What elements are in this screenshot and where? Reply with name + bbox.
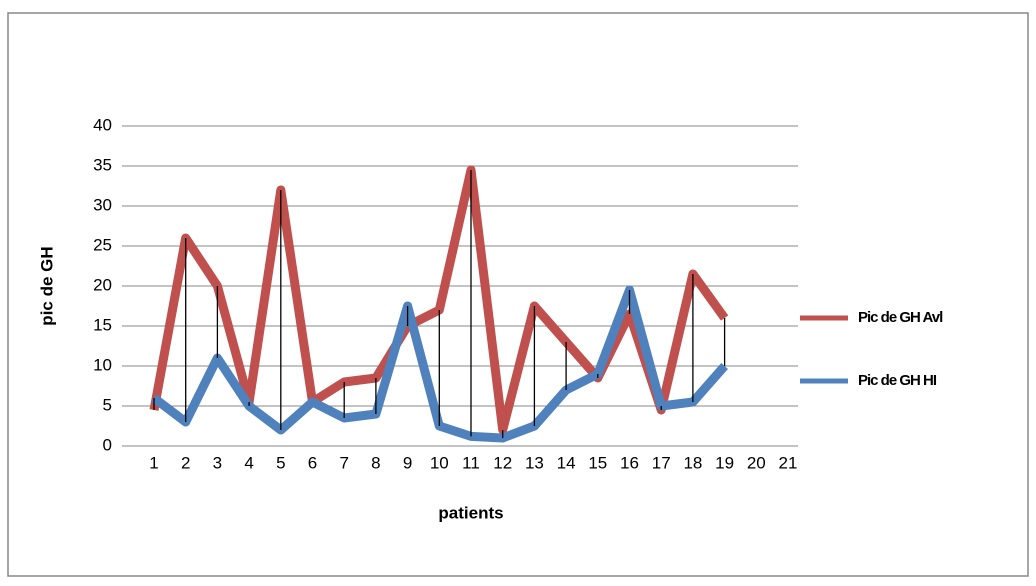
legend-label: Pic de GH HI [858,372,937,389]
y-tick-label: 5 [103,395,112,414]
x-tick-label: 12 [493,453,512,472]
y-tick-label: 35 [93,155,112,174]
legend-label: Pic de GH Avl [858,309,943,326]
x-tick-label: 16 [620,453,639,472]
y-tick-label: 30 [93,195,112,214]
x-tick-label: 8 [371,453,380,472]
y-tick-label: 10 [93,355,112,374]
y-tick-label: 0 [103,435,112,454]
x-tick-label: 3 [213,453,222,472]
x-tick-label: 7 [339,453,348,472]
x-tick-label: 19 [715,453,734,472]
y-tick-label: 40 [93,115,112,134]
x-tick-label: 14 [557,453,576,472]
x-tick-label: 1 [149,453,158,472]
x-tick-label: 15 [588,453,607,472]
x-tick-label: 17 [652,453,671,472]
x-tick-label: 18 [683,453,702,472]
x-tick-label: 13 [525,453,544,472]
x-tick-label: 2 [181,453,190,472]
y-axis-title: pic de GH [37,246,56,325]
y-tick-label: 20 [93,275,112,294]
y-tick-label: 25 [93,235,112,254]
x-tick-label: 6 [308,453,317,472]
x-tick-label: 10 [430,453,449,472]
x-tick-label: 20 [747,453,766,472]
x-tick-label: 5 [276,453,285,472]
x-tick-label: 9 [403,453,412,472]
x-tick-label: 4 [244,453,253,472]
x-tick-label: 21 [779,453,798,472]
chart-border [7,12,1029,577]
x-axis-title: patients [438,503,503,522]
y-tick-label: 15 [93,315,112,334]
x-tick-label: 11 [462,453,480,472]
